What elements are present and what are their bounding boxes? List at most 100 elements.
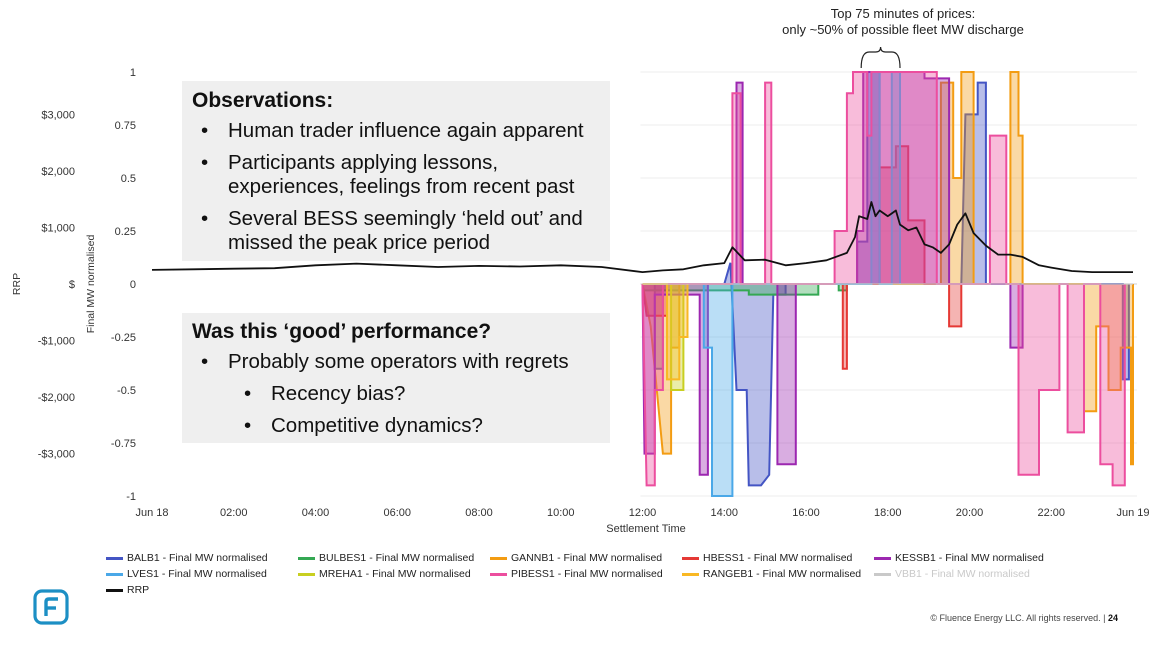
- performance-box: Was this ‘good’ performance? Probably so…: [182, 313, 610, 443]
- legend-swatch: [490, 572, 507, 576]
- peak-annotation: Top 75 minutes of prices: only ~50% of p…: [738, 6, 1068, 38]
- legend-item[interactable]: HBESS1 - Final MW normalised: [682, 552, 852, 564]
- observations-list: Human trader influence again apparent Pa…: [192, 119, 610, 255]
- x-tick-label: 02:00: [220, 507, 248, 519]
- y-tick-label: -0.25: [111, 332, 136, 344]
- x-tick-label: 22:00: [1037, 507, 1065, 519]
- y-tick-label: 0.25: [115, 226, 136, 238]
- rrp-tick-label: $3,000: [41, 109, 75, 121]
- y-tick-label: -1: [126, 491, 136, 503]
- observations-box: Observations: Human trader influence aga…: [182, 81, 610, 261]
- legend-label: VBB1 - Final MW normalised: [895, 568, 1030, 580]
- legend-swatch: [298, 556, 315, 560]
- rrp-tick-label: $1,000: [41, 222, 75, 234]
- rrp-tick-label: $2,000: [41, 166, 75, 178]
- rrp-tick-label: -$1,000: [38, 336, 75, 348]
- legend-item[interactable]: LVES1 - Final MW normalised: [106, 568, 267, 580]
- legend-item[interactable]: KESSB1 - Final MW normalised: [874, 552, 1044, 564]
- series-area: [642, 72, 900, 496]
- legend-item[interactable]: BULBES1 - Final MW normalised: [298, 552, 474, 564]
- x-tick-label: 06:00: [383, 507, 411, 519]
- legend-label: BULBES1 - Final MW normalised: [319, 552, 475, 564]
- legend-label: GANNB1 - Final MW normalised: [511, 552, 663, 564]
- series-area: [642, 72, 1125, 486]
- rrp-axis-title: RRP: [11, 273, 23, 295]
- y-tick-label: 1: [130, 67, 136, 79]
- y-axis-title: Final MW normalised: [85, 235, 97, 334]
- legend-item[interactable]: MREHA1 - Final MW normalised: [298, 568, 471, 580]
- series-area: [642, 72, 1129, 486]
- legend-label: MREHA1 - Final MW normalised: [319, 568, 471, 580]
- legend-item[interactable]: RANGEB1 - Final MW normalised: [682, 568, 861, 580]
- series-line: [641, 71, 1134, 466]
- legend-swatch: [106, 572, 123, 576]
- footer-copyright: © Fluence Energy LLC. All rights reserve…: [930, 613, 1118, 623]
- series-line: [641, 71, 1126, 487]
- legend-swatch: [874, 556, 891, 560]
- legend-item[interactable]: PIBESS1 - Final MW normalised: [490, 568, 663, 580]
- copyright-text: © Fluence Energy LLC. All rights reserve…: [930, 613, 1106, 623]
- legend-swatch: [874, 572, 891, 576]
- legend-label: KESSB1 - Final MW normalised: [895, 552, 1044, 564]
- rrp-line: [151, 201, 1133, 273]
- annotation-bracket: [860, 46, 901, 69]
- axes: 1 0.75 0.5 0.25 0 -0.25 -0.5 -0.75 -1 $3,000 $2,00…: [11, 67, 1150, 535]
- page-number: 24: [1107, 613, 1118, 623]
- bracket-path: [860, 46, 901, 69]
- x-tick-label: 04:00: [302, 507, 330, 519]
- legend-label: PIBESS1 - Final MW normalised: [511, 568, 663, 580]
- rrp-series-group: [151, 201, 1133, 273]
- performance-sub-item: Competitive dynamics?: [244, 414, 610, 438]
- rrp-tick-label: -$3,000: [38, 449, 75, 461]
- fluence-logo-icon: [33, 589, 69, 625]
- x-tick-label: Jun 19: [1116, 507, 1149, 519]
- series-area: [642, 284, 688, 380]
- legend-label: BALB1 - Final MW normalised: [127, 552, 268, 564]
- y-tick-label: 0.75: [115, 120, 136, 132]
- legend-label: HBESS1 - Final MW normalised: [703, 552, 853, 564]
- legend-label: RRP: [127, 584, 150, 596]
- x-tick-label: 14:00: [710, 507, 738, 519]
- legend-swatch: [682, 556, 699, 560]
- observation-item: Human trader influence again apparent: [201, 119, 610, 143]
- observation-item: Several BESS seemingly ‘held out’ and mi…: [201, 207, 610, 255]
- x-tick-label: 12:00: [629, 507, 657, 519]
- y-tick-label: 0.5: [121, 173, 136, 185]
- legend-swatch: [682, 572, 699, 576]
- legend-item[interactable]: BALB1 - Final MW normalised: [106, 552, 268, 564]
- observations-title: Observations:: [192, 89, 334, 112]
- x-tick-label: 10:00: [547, 507, 575, 519]
- y-tick-label: -0.5: [117, 385, 136, 397]
- legend-swatch: [106, 588, 123, 592]
- x-tick-label: 18:00: [874, 507, 902, 519]
- rrp-tick-label: $: [69, 279, 75, 291]
- performance-title: Was this ‘good’ performance?: [192, 320, 492, 343]
- x-tick-label: 08:00: [465, 507, 493, 519]
- x-tick-label: 20:00: [956, 507, 984, 519]
- legend-item[interactable]: VBB1 - Final MW normalised: [874, 568, 1030, 580]
- observation-item: Participants applying lessons, experienc…: [201, 151, 610, 199]
- x-tick-label: 16:00: [792, 507, 820, 519]
- y-tick-label: 0: [130, 279, 136, 291]
- legend-item[interactable]: GANNB1 - Final MW normalised: [490, 552, 662, 564]
- legend-label: RANGEB1 - Final MW normalised: [703, 568, 862, 580]
- annotation-line-1: Top 75 minutes of prices:: [830, 6, 976, 21]
- series-area: [642, 146, 962, 369]
- x-axis-title: Settlement Time: [606, 523, 685, 535]
- annotation-line-2: only ~50% of possible fleet MW discharge: [782, 22, 1024, 37]
- x-tick-label: Jun 18: [135, 507, 168, 519]
- legend-swatch: [298, 572, 315, 576]
- rrp-tick-label: -$2,000: [38, 392, 75, 404]
- series-area: [642, 72, 1023, 475]
- performance-sub-item: Recency bias?: [244, 382, 610, 406]
- legend-swatch: [490, 556, 507, 560]
- legend-label: LVES1 - Final MW normalised: [127, 568, 267, 580]
- series-area: [642, 284, 684, 390]
- series-group: [641, 71, 1134, 497]
- legend-item[interactable]: RRP: [106, 584, 149, 596]
- performance-item: Probably some operators with regrets: [201, 350, 610, 374]
- series-line: [641, 71, 1024, 476]
- performance-list: Probably some operators with regrets Rec…: [192, 350, 610, 438]
- legend-swatch: [106, 556, 123, 560]
- y-tick-label: -0.75: [111, 438, 136, 450]
